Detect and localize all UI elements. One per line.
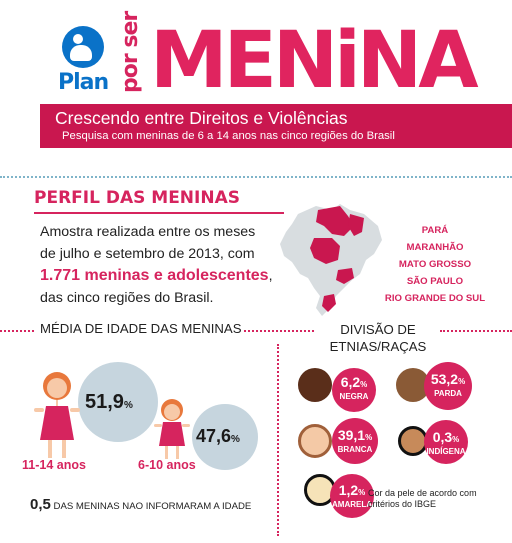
- section-divider: [0, 176, 512, 178]
- age-label-11-14: 11-14 anos: [22, 458, 86, 472]
- age-pct-6-10: 47,6%: [196, 426, 240, 446]
- sample-line-1: Amostra realizada entre os meses: [40, 224, 256, 240]
- state-label: SÃO PAULO: [406, 276, 464, 287]
- age-note: 0,5 DAS MENINAS NAO INFORMARAM A IDADE: [30, 496, 252, 513]
- banner-title: Crescendo entre Direitos e Violências: [55, 108, 348, 128]
- ethnicity-negra: 6,2% NEGRA: [339, 374, 369, 401]
- ethnicity-circle-negra: [332, 368, 376, 412]
- sample-line-3: 1.771 meninas e adolescentes,: [40, 267, 273, 284]
- age-bubble-6-10: [192, 404, 258, 470]
- ethnicity-circle-amarela: [330, 474, 374, 518]
- perfil-underline: [34, 212, 284, 214]
- brazil-map-icon: [280, 204, 382, 316]
- state-label: MARANHÃO: [406, 242, 464, 253]
- divider: [244, 330, 314, 332]
- ibge-note: Cor da pele de acordo com critérios do I…: [368, 488, 477, 509]
- ethnicity-circle-parda: [424, 362, 472, 410]
- age-bubble-11-14: [78, 362, 158, 442]
- sample-description: Amostra realizada entre os meses de julh…: [40, 221, 273, 309]
- perfil-heading: PERFIL DAS MENINAS: [34, 188, 240, 208]
- age-pct-11-14: 51,9%: [85, 391, 133, 413]
- face-negra-icon: [298, 368, 332, 402]
- plan-logo-icon: [56, 26, 116, 92]
- age-label-6-10: 6-10 anos: [138, 458, 196, 472]
- states-list: PARÁ MARANHÃO MATO GROSSO SÃO PAULO RIO …: [380, 222, 490, 307]
- ethnicity-indigena: 0,3% INDÍGENA: [426, 429, 466, 456]
- age-section-title: MÉDIA DE IDADE DAS MENINAS: [40, 321, 242, 336]
- state-label: RIO GRANDE DO SUL: [384, 293, 486, 304]
- girl-11-14-icon: [34, 372, 80, 458]
- campaign-title: MENiNA: [150, 16, 479, 106]
- sample-line-4: das cinco regiões do Brasil.: [40, 290, 214, 306]
- ethnicity-circle-branca: [332, 418, 378, 464]
- divider: [440, 330, 512, 332]
- ethnicity-branca: 39,1% BRANCA: [337, 427, 373, 454]
- sample-count-highlight: 1.771 meninas e adolescentes: [40, 267, 269, 284]
- state-label: PARÁ: [421, 225, 449, 236]
- sample-line-2: de julho e setembro de 2013, com: [40, 246, 255, 262]
- vertical-divider: [277, 344, 279, 536]
- ethnicity-circle-indigena: [424, 420, 468, 464]
- state-label: MATO GROSSO: [398, 259, 472, 270]
- por-ser-text: por ser: [118, 11, 143, 93]
- ethnicity-section-title: DIVISÃO DE ETNIAS/RAÇAS: [329, 322, 427, 354]
- divider: [0, 330, 34, 332]
- banner-subtitle: Pesquisa com meninas de 6 a 14 anos nas …: [62, 130, 395, 142]
- face-branca-icon: [298, 424, 332, 458]
- title-banner: [40, 104, 512, 148]
- ethnicity-parda: 53,2% PARDA: [430, 371, 466, 398]
- plan-logo-text: Plan: [58, 70, 109, 95]
- ethnicity-amarela: 1,2% AMARELA: [332, 482, 372, 509]
- girl-6-10-icon: [154, 399, 190, 459]
